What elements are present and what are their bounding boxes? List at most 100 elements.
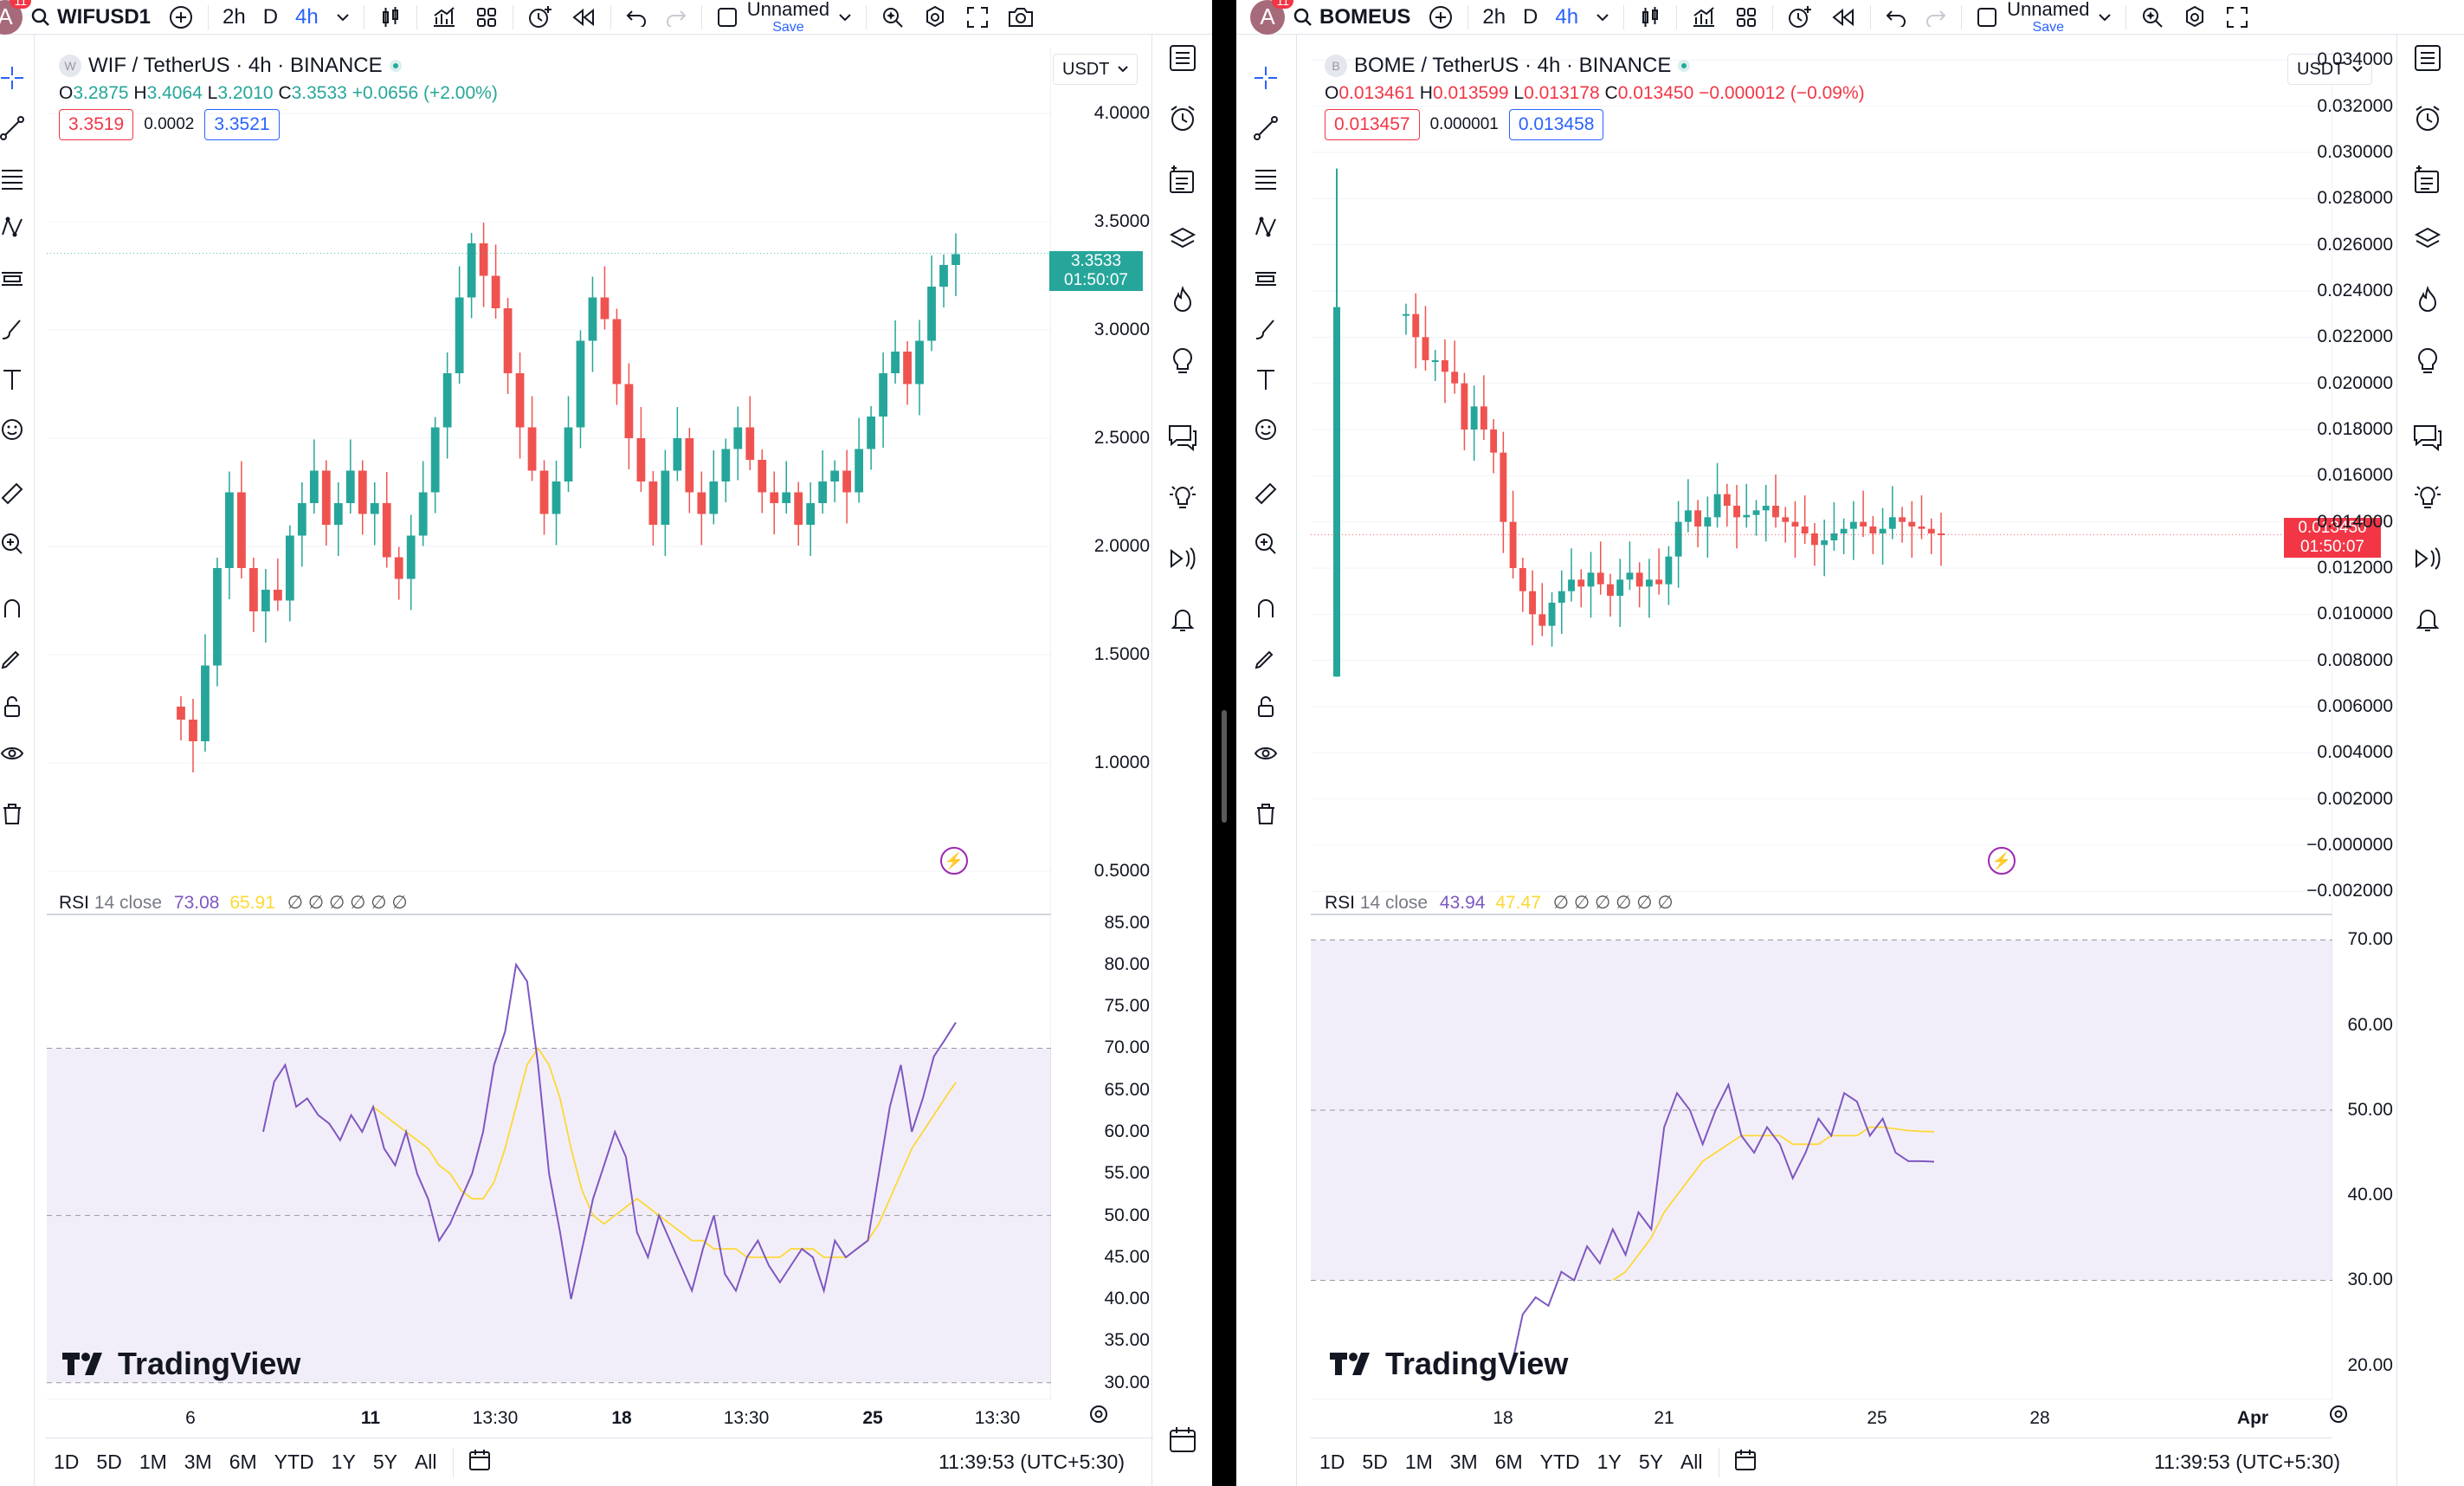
streams-button[interactable] [1152,537,1212,580]
undo-button[interactable] [616,0,656,35]
lock-tool[interactable] [1243,689,1288,724]
lightning-icon[interactable]: ⚡ [940,847,968,875]
notifications-button[interactable] [2397,598,2458,641]
range-5d[interactable]: 5D [96,1450,122,1473]
settings-button[interactable] [913,0,957,35]
range-1d[interactable]: 1D [54,1450,80,1473]
data-window-button[interactable] [2397,158,2458,201]
axis-settings-button[interactable] [1087,1403,1110,1430]
alert-button[interactable] [1778,0,1822,35]
text-tool[interactable] [0,362,35,397]
hide-tool[interactable] [1243,736,1288,771]
chart-area[interactable] [47,48,1051,1399]
hotlists-button[interactable] [2397,279,2458,322]
range-1d[interactable]: 1D [1319,1450,1345,1473]
measure-tool[interactable] [1243,476,1288,511]
hide-tool[interactable] [0,736,35,771]
watchlist-button[interactable] [2397,36,2458,80]
replay-button[interactable] [562,0,605,35]
pattern-tool[interactable] [1243,210,1288,244]
range-6m[interactable]: 6M [1494,1450,1523,1473]
range-ytd[interactable]: YTD [1539,1450,1580,1473]
lock-drawings-tool[interactable] [1243,641,1288,675]
redo-button[interactable] [656,0,696,35]
avatar[interactable]: A 11 [0,0,31,35]
notifications-button[interactable] [1152,598,1212,641]
sell-button[interactable]: 0.013457 [1325,109,1420,140]
alerts-button[interactable] [2397,97,2458,140]
quick-search-button[interactable] [872,0,913,35]
layout-button[interactable]: Unnamed Save [1967,0,2120,35]
range-1y[interactable]: 1Y [1596,1450,1622,1473]
range-5y[interactable]: 5Y [1638,1450,1663,1473]
chart-canvas[interactable] [47,48,1051,1399]
calendar-button[interactable] [1152,1418,1212,1462]
streams-button[interactable] [2397,537,2458,580]
delete-tool[interactable] [1243,797,1288,831]
layers-button[interactable] [2397,218,2458,262]
data-window-button[interactable] [1152,158,1212,201]
brush-tool[interactable] [0,312,35,346]
interval-4h[interactable]: 4h [295,4,319,29]
measure-tool[interactable] [0,476,35,511]
brush-tool[interactable] [1243,312,1288,346]
emoji-tool[interactable] [1243,412,1288,447]
split-divider[interactable] [1212,0,1236,1486]
tradingview-logo[interactable]: TradingView [62,1346,300,1382]
magnet-tool[interactable] [1243,591,1288,625]
snapshot-button[interactable] [998,0,1043,35]
indicators-button[interactable] [422,0,466,35]
ideas-button[interactable] [2397,339,2458,383]
range-ytd[interactable]: YTD [274,1450,314,1473]
avatar[interactable]: A 11 [1250,0,1293,35]
lightning-icon[interactable]: ⚡ [1988,847,2016,875]
pine-button[interactable] [1152,476,1212,520]
chart-title[interactable]: BOME / TetherUS · 4h · BINANCE [1354,54,1672,77]
interval-2h[interactable]: 2h [1482,4,1506,29]
sell-button[interactable]: 3.3519 [59,109,134,140]
compare-button[interactable] [159,0,203,35]
fib-tool[interactable] [0,161,35,196]
chart-area[interactable] [1311,48,2332,1399]
range-5d[interactable]: 5D [1362,1450,1388,1473]
fullscreen-button[interactable] [2216,0,2258,35]
chart-canvas[interactable] [1311,48,2332,1399]
emoji-tool[interactable] [0,412,35,447]
buy-button[interactable]: 0.013458 [1508,109,1604,140]
compare-button[interactable] [1419,0,1462,35]
trendline-tool[interactable] [0,111,35,145]
interval-dropdown[interactable] [327,0,358,35]
crosshair-tool[interactable] [1243,61,1288,95]
range-6m[interactable]: 6M [229,1450,257,1473]
currency-selector[interactable]: USDT [2287,54,2373,85]
magnet-tool[interactable] [0,591,35,625]
layout-button[interactable]: Unnamed Save [707,0,861,35]
range-1y[interactable]: 1Y [331,1450,356,1473]
zoom-tool[interactable] [0,527,35,561]
quick-search-button[interactable] [2132,0,2173,35]
range-3m[interactable]: 3M [184,1450,212,1473]
pattern-tool[interactable] [0,210,35,244]
lock-tool[interactable] [0,689,35,724]
interval-d[interactable]: D [1523,4,1538,29]
range-1m[interactable]: 1M [1404,1450,1433,1473]
tradingview-logo[interactable]: TradingView [1330,1346,1568,1382]
forecast-tool[interactable] [0,262,35,296]
replay-button[interactable] [1822,0,1865,35]
interval-2h[interactable]: 2h [223,4,246,29]
symbol-search-button[interactable]: WIFUSD1 [23,0,159,35]
templates-button[interactable] [466,0,507,35]
split-handle[interactable] [1222,710,1227,823]
text-tool[interactable] [1243,362,1288,397]
goto-date-button[interactable] [452,1447,500,1477]
range-all[interactable]: All [1680,1450,1703,1473]
axis-settings-button[interactable] [2327,1403,2350,1430]
rsi-label[interactable]: RSI [1325,893,1356,913]
undo-button[interactable] [1876,0,1916,35]
fib-tool[interactable] [1243,161,1288,196]
chats-button[interactable] [2397,416,2458,459]
chart-title[interactable]: WIF / TetherUS · 4h · BINANCE [88,54,383,77]
alert-button[interactable] [519,0,562,35]
interval-d[interactable]: D [262,4,279,29]
goto-date-button[interactable] [1718,1447,1766,1477]
